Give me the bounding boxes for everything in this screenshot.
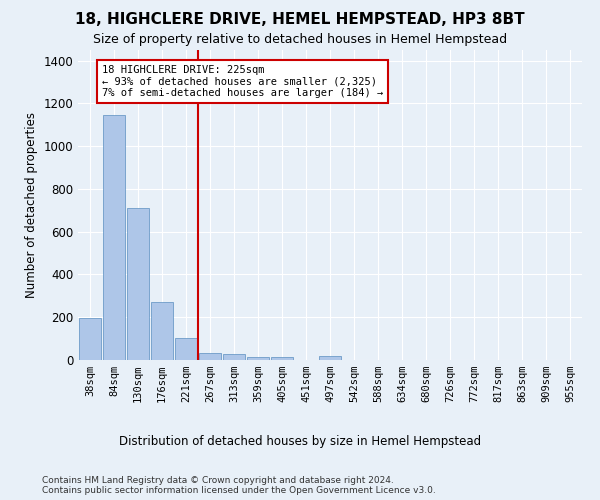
Bar	[271, 357, 293, 360]
Bar	[319, 356, 341, 360]
Text: Distribution of detached houses by size in Hemel Hempstead: Distribution of detached houses by size …	[119, 435, 481, 448]
Bar	[127, 208, 149, 360]
Text: 18 HIGHCLERE DRIVE: 225sqm
← 93% of detached houses are smaller (2,325)
7% of se: 18 HIGHCLERE DRIVE: 225sqm ← 93% of deta…	[102, 65, 383, 98]
Text: 18, HIGHCLERE DRIVE, HEMEL HEMPSTEAD, HP3 8BT: 18, HIGHCLERE DRIVE, HEMEL HEMPSTEAD, HP…	[75, 12, 525, 28]
Text: Size of property relative to detached houses in Hemel Hempstead: Size of property relative to detached ho…	[93, 32, 507, 46]
Bar	[175, 338, 197, 360]
Y-axis label: Number of detached properties: Number of detached properties	[25, 112, 38, 298]
Bar	[247, 357, 269, 360]
Bar	[151, 302, 173, 360]
Bar	[103, 115, 125, 360]
Text: Contains HM Land Registry data © Crown copyright and database right 2024.
Contai: Contains HM Land Registry data © Crown c…	[42, 476, 436, 495]
Bar	[199, 352, 221, 360]
Bar	[223, 354, 245, 360]
Bar	[79, 318, 101, 360]
